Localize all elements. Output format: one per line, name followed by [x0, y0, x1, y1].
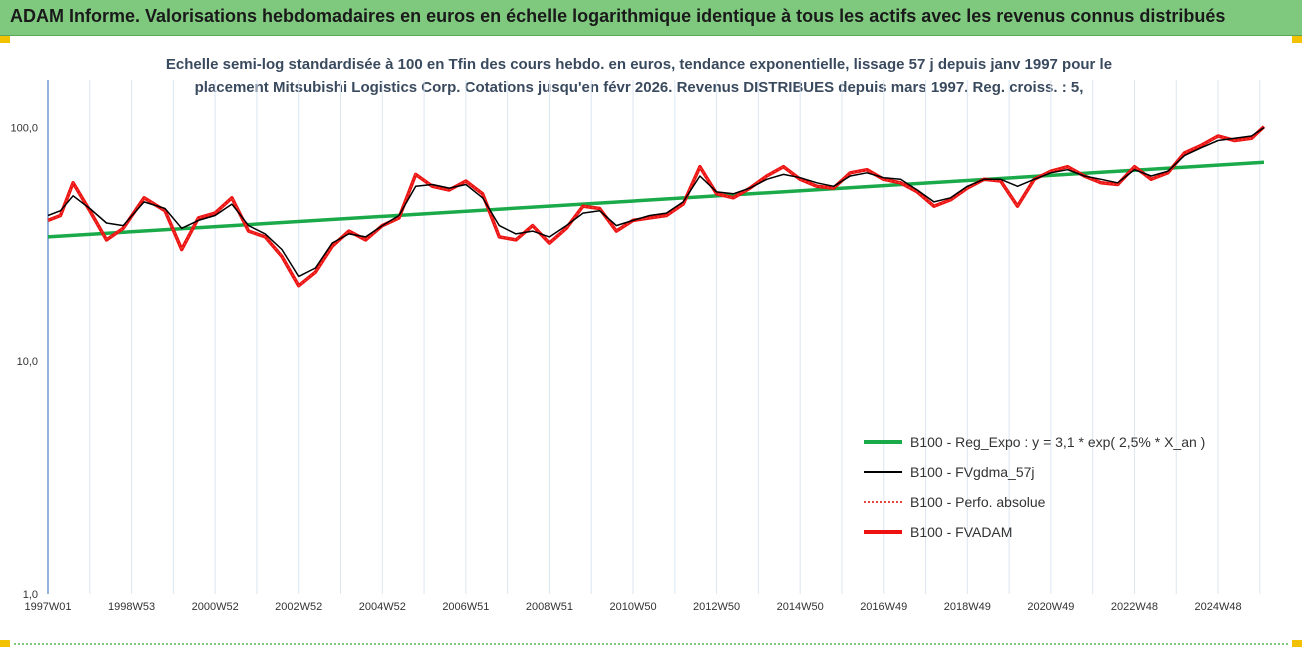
- x-tick-label: 2008W51: [526, 601, 573, 613]
- x-tick-label: 2000W52: [192, 601, 239, 613]
- corner-marker-right: [1292, 36, 1302, 43]
- x-tick-label: 2024W48: [1194, 601, 1241, 613]
- x-tick-label: 2020W49: [1027, 601, 1074, 613]
- series-fvadam-line: [47, 125, 1266, 288]
- x-tick-label: 1997W01: [24, 601, 71, 613]
- legend-label-reg-expo: B100 - Reg_Expo : y = 3,1 * exp( 2,5% * …: [910, 434, 1206, 450]
- legend-label-fvgdma: B100 - FVgdma_57j: [910, 464, 1035, 480]
- frame-bottom-border: [14, 643, 1288, 645]
- legend-item-fvadam: B100 - FVADAM: [864, 517, 1284, 547]
- chart-title-line2: placement Mitsubishi Logistics Corp. Cot…: [194, 79, 1084, 96]
- x-tick-label: 2002W52: [275, 601, 322, 613]
- x-tick-label: 2010W50: [609, 601, 656, 613]
- x-tick-label: 1998W53: [108, 601, 155, 613]
- legend-item-fvgdma: B100 - FVgdma_57j: [864, 457, 1284, 487]
- corner-marker-bottom-left: [0, 640, 10, 647]
- series-reg-expo-line: [47, 160, 1265, 239]
- y-tick-label: 10,0: [17, 356, 38, 368]
- legend-label-fvadam: B100 - FVADAM: [910, 524, 1013, 540]
- x-tick-label: 2018W49: [944, 601, 991, 613]
- y-tick-label: 100,0: [10, 123, 38, 135]
- chart-legend: B100 - Reg_Expo : y = 3,1 * exp( 2,5% * …: [864, 427, 1284, 547]
- legend-swatch-fvgdma: [864, 471, 902, 473]
- corner-marker-left: [0, 36, 10, 43]
- x-tick-label: 2014W50: [777, 601, 824, 613]
- x-tick-label: 2022W48: [1111, 601, 1158, 613]
- legend-swatch-perfo-absolue: [864, 501, 902, 503]
- x-tick-label: 2004W52: [359, 601, 406, 613]
- x-tick-label: 2012W50: [693, 601, 740, 613]
- x-tick-label: 2006W51: [442, 601, 489, 613]
- y-tick-label: 1,0: [23, 589, 38, 601]
- legend-label-perfo-absolue: B100 - Perfo. absolue: [910, 494, 1046, 510]
- y-axis-ticks: 100,0 10,0 1,0: [10, 123, 38, 601]
- x-axis-ticks: 1997W01 1998W53 2000W52 2002W52 2004W52 2006W…: [24, 601, 1241, 613]
- series-fvgdma-line: [47, 126, 1265, 278]
- legend-swatch-reg-expo: [864, 440, 902, 444]
- corner-marker-bottom-right: [1292, 640, 1302, 647]
- report-title: ADAM Informe. Valorisations hebdomadaire…: [0, 0, 1302, 36]
- legend-item-perfo-absolue: B100 - Perfo. absolue: [864, 487, 1284, 517]
- legend-swatch-fvadam: [864, 530, 902, 534]
- legend-item-reg-expo: B100 - Reg_Expo : y = 3,1 * exp( 2,5% * …: [864, 427, 1284, 457]
- series-perfo-absolue-line: [47, 126, 1265, 287]
- series-layer: [47, 125, 1266, 288]
- x-tick-label: 2016W49: [860, 601, 907, 613]
- chart-title-line1: Echelle semi-log standardisée à 100 en T…: [165, 56, 1113, 73]
